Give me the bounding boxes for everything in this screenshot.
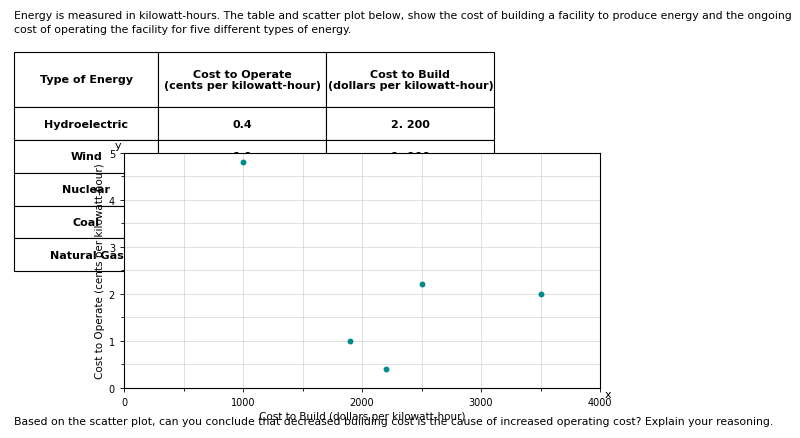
Point [534,290,547,297]
Text: x: x [605,389,611,399]
X-axis label: Cost to Build (dollars per kilowatt-hour): Cost to Build (dollars per kilowatt-hour… [258,411,466,421]
Text: y: y [115,141,122,151]
Point [237,159,250,166]
Text: Based on the scatter plot, can you conclude that decreased building cost is the : Based on the scatter plot, can you concl… [14,416,774,426]
Text: cost of operating the facility for five different types of energy.: cost of operating the facility for five … [14,25,352,35]
Y-axis label: Cost to Operate (cents per kilowatt-hour): Cost to Operate (cents per kilowatt-hour… [94,163,105,378]
Point [344,337,357,344]
Text: Energy is measured in kilowatt-hours. The table and scatter plot below, show the: Energy is measured in kilowatt-hours. Th… [14,11,792,21]
Point [415,281,428,288]
Point [379,365,392,372]
